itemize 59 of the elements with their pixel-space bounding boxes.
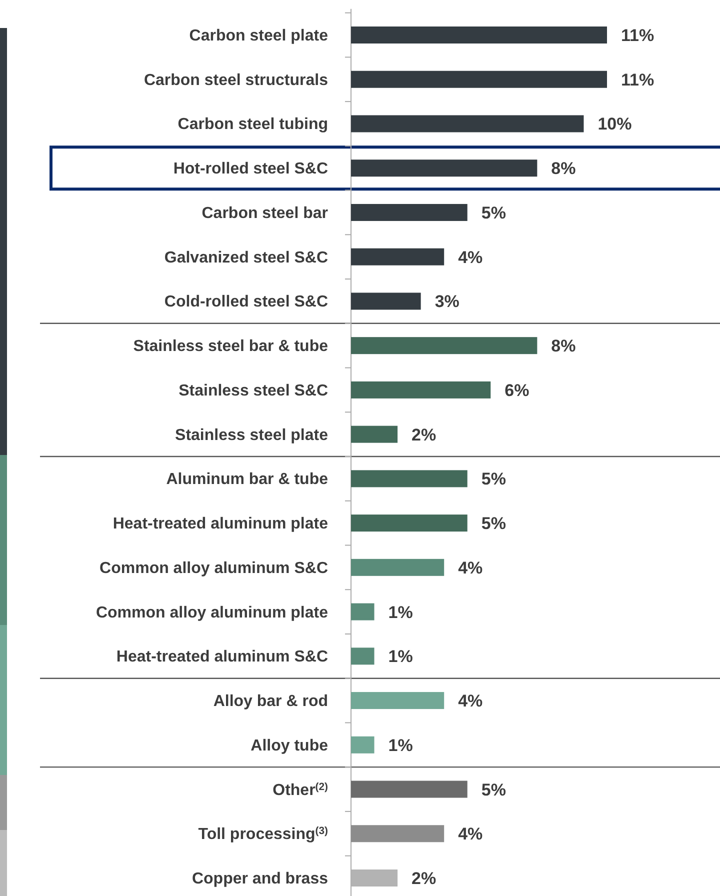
y-tick-label: Hot-rolled steel S&C [173,160,328,178]
y-tick-label: Stainless steel plate [175,426,328,444]
bar [351,558,444,576]
y-tick-label: Carbon steel plate [189,28,328,44]
bar [351,426,398,443]
y-tick-label: Other$^{(2)}$ [272,781,328,799]
data-label: 6% [504,380,530,400]
bar [351,692,444,710]
y-tick-label: Copper and brass [192,870,328,888]
data-label: 4% [458,558,483,578]
data-label: 1% [388,647,413,666]
y-tick-label: Alloy bar & rod [213,693,328,710]
y-tick-label: Carbon steel bar [202,204,328,222]
bar [351,26,607,44]
bar [351,514,468,532]
bar [351,337,538,354]
data-label: 2% [412,869,436,888]
data-label: 5% [481,203,506,222]
bar [351,648,374,665]
y-tick-label: Toll processing$^{(3)}$ [198,826,328,844]
data-label: 4% [458,824,483,844]
bar [351,780,468,798]
bar [351,736,374,754]
data-label: 1% [388,602,413,622]
data-label: 5% [481,514,506,534]
y-tick-label: Stainless steel bar & tube [133,338,328,356]
data-label: 11% [621,70,654,90]
bar [351,825,444,842]
bar [351,248,444,266]
bar [351,603,374,620]
data-label: 10% [598,114,632,134]
y-tick-label: Carbon steel structurals [144,72,328,89]
y-tick-label: Common alloy aluminum S&C [100,560,328,577]
bar [351,115,584,132]
data-label: 8% [551,159,576,178]
bar [351,292,421,310]
bar [351,381,491,398]
bar [351,160,538,177]
y-tick-label: Cold-rolled steel S&C [164,294,328,311]
bar [351,204,468,221]
data-label: 8% [551,336,576,356]
y-tick-label: Galvanized steel S&C [164,249,328,266]
y-tick-label: Stainless steel S&C [178,382,328,400]
data-label: 5% [481,780,506,800]
y-tick-label: Heat-treated aluminum plate [112,516,328,533]
data-label: 2% [412,425,436,444]
y-tick-label: Aluminum bar & tube [166,471,328,488]
y-tick-label: Alloy tube [250,737,328,754]
y-tick-label: Carbon steel tubing [178,116,328,134]
bar [351,470,468,488]
y-tick-label: Common alloy aluminum plate [96,604,328,622]
y-tick-label: Heat-treated aluminum S&C [116,648,328,666]
data-label: 1% [388,736,413,755]
data-label: 5% [481,470,506,489]
bar [351,70,607,88]
data-label: 4% [458,692,483,711]
data-label: 4% [458,248,483,267]
data-label: 11% [621,26,654,45]
data-label: 3% [434,292,460,312]
